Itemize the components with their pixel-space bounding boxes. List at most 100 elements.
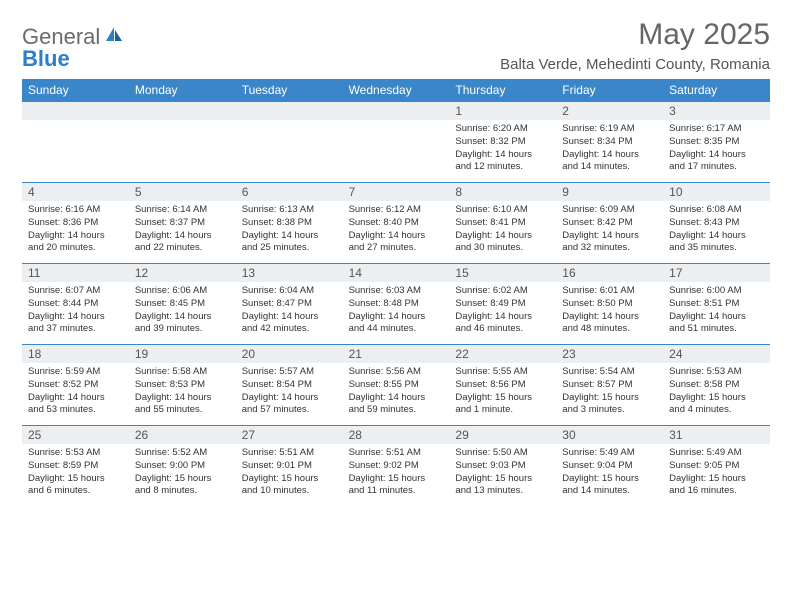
day-number: [22, 102, 129, 120]
weekday-friday: Friday: [556, 79, 663, 101]
sunset-text: Sunset: 8:58 PM: [669, 379, 764, 392]
daylight-text-1: Daylight: 15 hours: [669, 473, 764, 486]
daylight-text-1: Daylight: 15 hours: [455, 392, 550, 405]
day-number: 25: [22, 426, 129, 444]
daylight-text-2: and 57 minutes.: [242, 404, 337, 417]
weekday-tuesday: Tuesday: [236, 79, 343, 101]
sunrise-text: Sunrise: 6:17 AM: [669, 123, 764, 136]
daylight-text-1: Daylight: 14 hours: [28, 311, 123, 324]
day-number: [129, 102, 236, 120]
daylight-text-1: Daylight: 14 hours: [455, 230, 550, 243]
daylight-text-1: Daylight: 14 hours: [242, 392, 337, 405]
cells-row: Sunrise: 6:20 AMSunset: 8:32 PMDaylight:…: [22, 120, 770, 182]
sunset-text: Sunset: 8:49 PM: [455, 298, 550, 311]
daylight-text-1: Daylight: 15 hours: [562, 392, 657, 405]
day-cell: [22, 120, 129, 182]
daylight-text-1: Daylight: 14 hours: [669, 149, 764, 162]
cells-row: Sunrise: 5:59 AMSunset: 8:52 PMDaylight:…: [22, 363, 770, 425]
day-number: 15: [449, 264, 556, 282]
weekday-thursday: Thursday: [449, 79, 556, 101]
daylight-text-2: and 8 minutes.: [135, 485, 230, 498]
day-cell: Sunrise: 6:08 AMSunset: 8:43 PMDaylight:…: [663, 201, 770, 263]
day-number: 4: [22, 183, 129, 201]
daylight-text-1: Daylight: 15 hours: [135, 473, 230, 486]
daylight-text-1: Daylight: 15 hours: [349, 473, 444, 486]
daynum-row: 11121314151617: [22, 263, 770, 282]
sunset-text: Sunset: 8:45 PM: [135, 298, 230, 311]
daylight-text-2: and 30 minutes.: [455, 242, 550, 255]
day-cell: Sunrise: 6:03 AMSunset: 8:48 PMDaylight:…: [343, 282, 450, 344]
day-number: 17: [663, 264, 770, 282]
sunset-text: Sunset: 8:57 PM: [562, 379, 657, 392]
daylight-text-2: and 14 minutes.: [562, 161, 657, 174]
day-cell: Sunrise: 5:50 AMSunset: 9:03 PMDaylight:…: [449, 444, 556, 506]
sunset-text: Sunset: 8:51 PM: [669, 298, 764, 311]
sunset-text: Sunset: 8:41 PM: [455, 217, 550, 230]
day-cell: Sunrise: 5:51 AMSunset: 9:02 PMDaylight:…: [343, 444, 450, 506]
day-number: 30: [556, 426, 663, 444]
sunset-text: Sunset: 8:47 PM: [242, 298, 337, 311]
sunrise-text: Sunrise: 5:50 AM: [455, 447, 550, 460]
sunrise-text: Sunrise: 6:08 AM: [669, 204, 764, 217]
day-cell: Sunrise: 6:13 AMSunset: 8:38 PMDaylight:…: [236, 201, 343, 263]
month-title: May 2025: [500, 18, 770, 52]
sunrise-text: Sunrise: 5:52 AM: [135, 447, 230, 460]
cells-row: Sunrise: 6:16 AMSunset: 8:36 PMDaylight:…: [22, 201, 770, 263]
day-cell: Sunrise: 5:51 AMSunset: 9:01 PMDaylight:…: [236, 444, 343, 506]
day-cell: Sunrise: 5:49 AMSunset: 9:05 PMDaylight:…: [663, 444, 770, 506]
daylight-text-1: Daylight: 14 hours: [562, 230, 657, 243]
sunset-text: Sunset: 8:50 PM: [562, 298, 657, 311]
daylight-text-1: Daylight: 14 hours: [562, 149, 657, 162]
day-number: 5: [129, 183, 236, 201]
sunset-text: Sunset: 8:34 PM: [562, 136, 657, 149]
daylight-text-2: and 13 minutes.: [455, 485, 550, 498]
daylight-text-2: and 6 minutes.: [28, 485, 123, 498]
daylight-text-1: Daylight: 15 hours: [28, 473, 123, 486]
sunset-text: Sunset: 8:42 PM: [562, 217, 657, 230]
daylight-text-1: Daylight: 14 hours: [242, 230, 337, 243]
day-number: 13: [236, 264, 343, 282]
day-number: 10: [663, 183, 770, 201]
sunset-text: Sunset: 8:44 PM: [28, 298, 123, 311]
daylight-text-2: and 37 minutes.: [28, 323, 123, 336]
day-number: 6: [236, 183, 343, 201]
logo-blue-wrap: Blue: [22, 46, 70, 72]
day-number: 27: [236, 426, 343, 444]
day-cell: Sunrise: 6:00 AMSunset: 8:51 PMDaylight:…: [663, 282, 770, 344]
sunrise-text: Sunrise: 5:51 AM: [242, 447, 337, 460]
daynum-row: 25262728293031: [22, 425, 770, 444]
sunset-text: Sunset: 8:54 PM: [242, 379, 337, 392]
sunset-text: Sunset: 8:55 PM: [349, 379, 444, 392]
day-cell: Sunrise: 5:55 AMSunset: 8:56 PMDaylight:…: [449, 363, 556, 425]
sunset-text: Sunset: 8:48 PM: [349, 298, 444, 311]
day-cell: Sunrise: 6:12 AMSunset: 8:40 PMDaylight:…: [343, 201, 450, 263]
daylight-text-1: Daylight: 14 hours: [135, 230, 230, 243]
sunrise-text: Sunrise: 5:56 AM: [349, 366, 444, 379]
daylight-text-1: Daylight: 14 hours: [349, 392, 444, 405]
daylight-text-1: Daylight: 14 hours: [349, 311, 444, 324]
daylight-text-2: and 17 minutes.: [669, 161, 764, 174]
day-cell: Sunrise: 6:20 AMSunset: 8:32 PMDaylight:…: [449, 120, 556, 182]
sunrise-text: Sunrise: 6:13 AM: [242, 204, 337, 217]
daynum-row: 123: [22, 101, 770, 120]
day-cell: Sunrise: 6:02 AMSunset: 8:49 PMDaylight:…: [449, 282, 556, 344]
sunrise-text: Sunrise: 5:55 AM: [455, 366, 550, 379]
page-header: General May 2025 Balta Verde, Mehedinti …: [22, 18, 770, 73]
day-cell: Sunrise: 5:58 AMSunset: 8:53 PMDaylight:…: [129, 363, 236, 425]
sunrise-text: Sunrise: 5:53 AM: [669, 366, 764, 379]
weekday-sunday: Sunday: [22, 79, 129, 101]
daylight-text-2: and 32 minutes.: [562, 242, 657, 255]
sunrise-text: Sunrise: 5:49 AM: [669, 447, 764, 460]
sunrise-text: Sunrise: 6:03 AM: [349, 285, 444, 298]
sunrise-text: Sunrise: 5:53 AM: [28, 447, 123, 460]
sunset-text: Sunset: 9:00 PM: [135, 460, 230, 473]
day-cell: Sunrise: 6:19 AMSunset: 8:34 PMDaylight:…: [556, 120, 663, 182]
sunset-text: Sunset: 9:04 PM: [562, 460, 657, 473]
daylight-text-2: and 48 minutes.: [562, 323, 657, 336]
daylight-text-2: and 44 minutes.: [349, 323, 444, 336]
sunrise-text: Sunrise: 6:06 AM: [135, 285, 230, 298]
sunrise-text: Sunrise: 5:57 AM: [242, 366, 337, 379]
daylight-text-1: Daylight: 15 hours: [455, 473, 550, 486]
sunrise-text: Sunrise: 6:12 AM: [349, 204, 444, 217]
daylight-text-2: and 59 minutes.: [349, 404, 444, 417]
